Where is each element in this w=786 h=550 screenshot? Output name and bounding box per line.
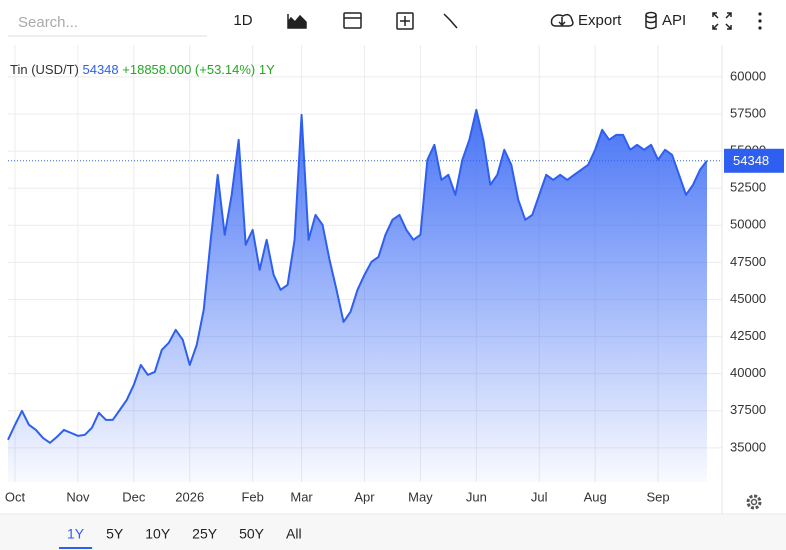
area-fill <box>8 109 707 482</box>
price-line <box>7 108 708 444</box>
y-tick-label: 45000 <box>730 291 766 306</box>
x-tick-label: Apr <box>354 489 375 504</box>
export-button[interactable] <box>550 13 574 27</box>
x-tick-label: Nov <box>66 489 90 504</box>
x-tick-label: Feb <box>241 489 263 504</box>
last-price: 54348 <box>82 62 118 77</box>
y-tick-label: 40000 <box>730 365 766 380</box>
x-tick-label: Sep <box>646 489 669 504</box>
export-label[interactable]: Export <box>578 12 622 29</box>
y-tick-label: 57500 <box>730 105 766 120</box>
range-button[interactable]: 5Y <box>106 526 124 542</box>
toolbar: Search... 1D Export API <box>8 11 762 37</box>
price-change: +18858.000 (+53.14%) <box>122 62 255 77</box>
plot-area: Oct Nov Dec 2026 Feb Mar Apr May Jun Jul Aug Sep 350… <box>5 45 784 514</box>
more-menu[interactable] <box>758 12 762 30</box>
x-tick-label: Mar <box>290 489 313 504</box>
range-selector: 1Y 5Y 10Y 25Y 50Y All <box>59 526 302 549</box>
x-tick-label: 2026 <box>175 489 204 504</box>
x-tick-label: May <box>408 489 433 504</box>
period: 1Y <box>259 62 275 77</box>
chart-type-icon[interactable] <box>287 14 307 29</box>
y-tick-label: 47500 <box>730 254 766 269</box>
fullscreen-icon[interactable] <box>712 12 732 30</box>
series-header: Tin (USD/T) 54348 +18858.000 (+53.14%) 1… <box>10 62 275 77</box>
calendar-icon[interactable] <box>343 12 362 29</box>
x-tick-label: Oct <box>5 489 26 504</box>
y-tick-label: 37500 <box>730 402 766 417</box>
api-label[interactable]: API <box>662 12 686 29</box>
range-button[interactable]: All <box>286 526 302 542</box>
y-tick-label: 50000 <box>730 217 766 232</box>
add-indicator-icon[interactable] <box>396 12 414 30</box>
range-button[interactable]: 25Y <box>192 526 218 542</box>
y-tick-label: 60000 <box>730 68 766 83</box>
range-button[interactable]: 10Y <box>145 526 171 542</box>
x-tick-label: Aug <box>584 489 607 504</box>
settings-icon[interactable] <box>746 494 762 510</box>
y-tick-label: 42500 <box>730 328 766 343</box>
last-price-badge <box>724 148 784 173</box>
footer <box>0 515 786 550</box>
last-price-label: 54348 <box>733 153 769 168</box>
y-tick-label: 35000 <box>730 439 766 454</box>
range-button[interactable]: 50Y <box>239 526 265 542</box>
series-name: Tin (USD/T) <box>10 62 79 77</box>
tools-icon[interactable] <box>443 13 458 29</box>
api-icon[interactable] <box>645 11 657 30</box>
x-tick-label: Jul <box>531 489 548 504</box>
range-button[interactable]: 1Y <box>67 526 85 542</box>
y-tick-label: 52500 <box>730 180 766 195</box>
x-tick-label: Jun <box>466 489 487 504</box>
search-input[interactable]: Search... <box>18 14 78 31</box>
x-tick-label: Dec <box>122 489 146 504</box>
interval-button[interactable]: 1D <box>233 12 252 29</box>
